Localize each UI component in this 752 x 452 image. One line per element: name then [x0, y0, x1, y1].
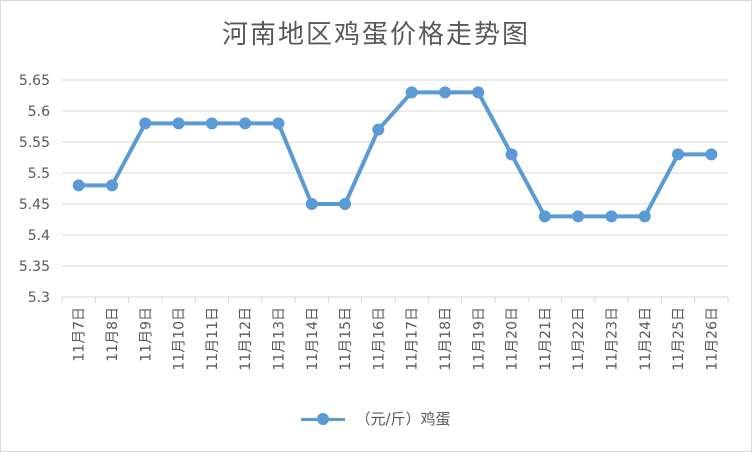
- x-tick-label: 11月16日: [371, 307, 387, 371]
- x-tick-label: 11月17日: [405, 307, 421, 371]
- data-point: [105, 179, 118, 192]
- legend-marker-icon: [301, 412, 346, 426]
- y-tick-label: 5.35: [19, 259, 50, 275]
- x-tick-label: 11月21日: [538, 307, 554, 371]
- x-tick-label: 11月15日: [338, 307, 354, 371]
- x-tick-label: 11月7日: [72, 307, 88, 362]
- y-tick-label: 5.4: [28, 228, 50, 244]
- data-point: [339, 198, 352, 210]
- data-point: [172, 117, 185, 130]
- x-tick-label: 11月8日: [105, 307, 121, 362]
- y-tick-label: 5.55: [19, 135, 50, 151]
- x-tick-label: 11月26日: [704, 307, 720, 371]
- data-point: [205, 117, 218, 130]
- data-point: [272, 117, 285, 130]
- data-point: [472, 86, 485, 99]
- y-axis-ticks: 5.3 5.35 5.4 5.45 5.5 5.55 5.6 5.65: [19, 73, 50, 306]
- y-tick-label: 5.5: [28, 166, 50, 182]
- data-point: [438, 86, 451, 99]
- y-tick-label: 5.3: [28, 290, 50, 306]
- data-point: [305, 198, 318, 210]
- data-point: [638, 210, 651, 223]
- x-tick-label: 11月18日: [438, 307, 454, 371]
- data-point: [239, 117, 252, 130]
- x-tick-label: 11月20日: [505, 307, 521, 371]
- x-tick-label: 11月11日: [205, 307, 221, 371]
- x-tick-label: 11月19日: [471, 307, 487, 371]
- series-layer: [72, 86, 718, 223]
- x-tick-label: 11月22日: [571, 307, 587, 371]
- x-tick-label: 11月23日: [604, 307, 620, 371]
- data-point: [572, 210, 585, 223]
- data-point: [372, 123, 385, 136]
- x-tick-label: 11月10日: [172, 307, 188, 371]
- x-tick-label: 11月24日: [638, 307, 654, 371]
- data-point: [705, 148, 718, 161]
- x-tick-label: 11月14日: [305, 307, 321, 371]
- data-point: [505, 148, 518, 161]
- data-point: [139, 117, 152, 130]
- legend-label: （元/斤）鸡蛋: [355, 410, 451, 428]
- data-point: [405, 86, 418, 99]
- x-tick-label: 11月13日: [271, 307, 287, 371]
- data-point: [672, 148, 685, 161]
- x-tick-label: 11月9日: [138, 307, 154, 362]
- y-tick-label: 5.6: [28, 104, 50, 120]
- chart-title: 河南地区鸡蛋价格走势图: [221, 20, 530, 50]
- y-tick-label: 5.45: [19, 197, 50, 213]
- x-axis: 11月7日 11月8日 11月9日 11月10日 11月11日 11月12日 11月13日 1…: [61, 296, 729, 371]
- x-tick-label: 11月12日: [238, 307, 254, 371]
- y-tick-label: 5.65: [19, 73, 50, 89]
- gridlines: [62, 79, 728, 267]
- x-tick-label: 11月25日: [671, 307, 687, 371]
- data-point: [72, 179, 85, 192]
- data-point: [538, 210, 551, 223]
- legend: （元/斤）鸡蛋: [0, 408, 752, 429]
- data-point: [605, 210, 618, 223]
